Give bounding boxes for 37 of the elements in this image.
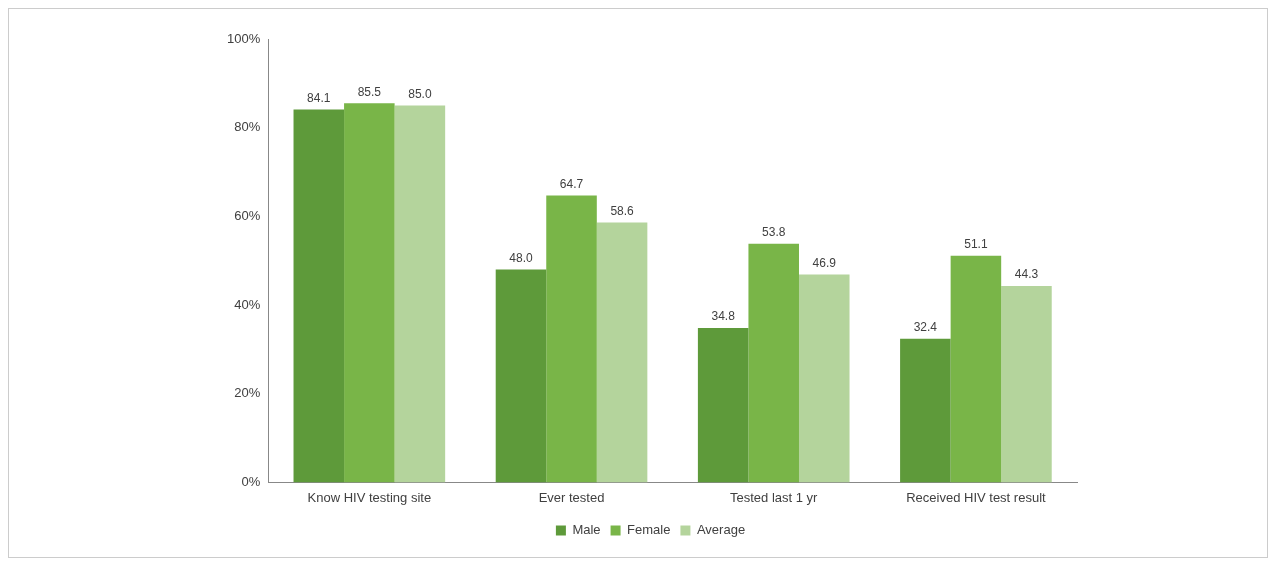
bar [1001,285,1052,483]
data-label: 64.7 [559,176,584,191]
y-tick-label: 40% [234,296,261,312]
y-tick-label: 60% [234,207,261,223]
data-label: 85.5 [357,84,382,99]
bar [344,103,395,483]
bar [495,269,547,483]
data-label: 32.4 [913,320,938,335]
data-label: 84.1 [307,90,331,105]
data-label: 53.8 [762,225,786,240]
bar [697,328,749,483]
bar [596,222,648,483]
x-tick-label: Ever tested [538,489,605,505]
y-tick-label: 100% [227,30,261,46]
legend-label: Average [696,522,746,538]
y-tick-label: 0% [241,473,261,489]
bar [798,274,850,483]
data-label: 48.0 [509,250,533,265]
bar [546,195,597,483]
data-label: 51.1 [964,237,988,252]
y-tick-label: 80% [234,119,261,135]
x-tick-label: Know HIV testing site [307,489,432,505]
bar [748,243,799,483]
data-label: 58.6 [610,203,635,218]
bar [394,105,446,483]
y-tick-label: 20% [234,385,261,401]
x-tick-label: Tested last 1 yr [730,489,819,505]
bar [900,338,951,483]
data-label: 85.0 [408,86,432,101]
data-label: 46.9 [812,255,837,270]
bar [293,109,345,483]
data-label: 34.8 [711,309,736,324]
bar [950,255,1002,483]
x-tick-label: Received HIV test result [906,489,1047,505]
legend-label: Female [627,522,671,538]
data-label: 44.3 [1014,267,1039,282]
legend-label: Male [572,522,601,538]
